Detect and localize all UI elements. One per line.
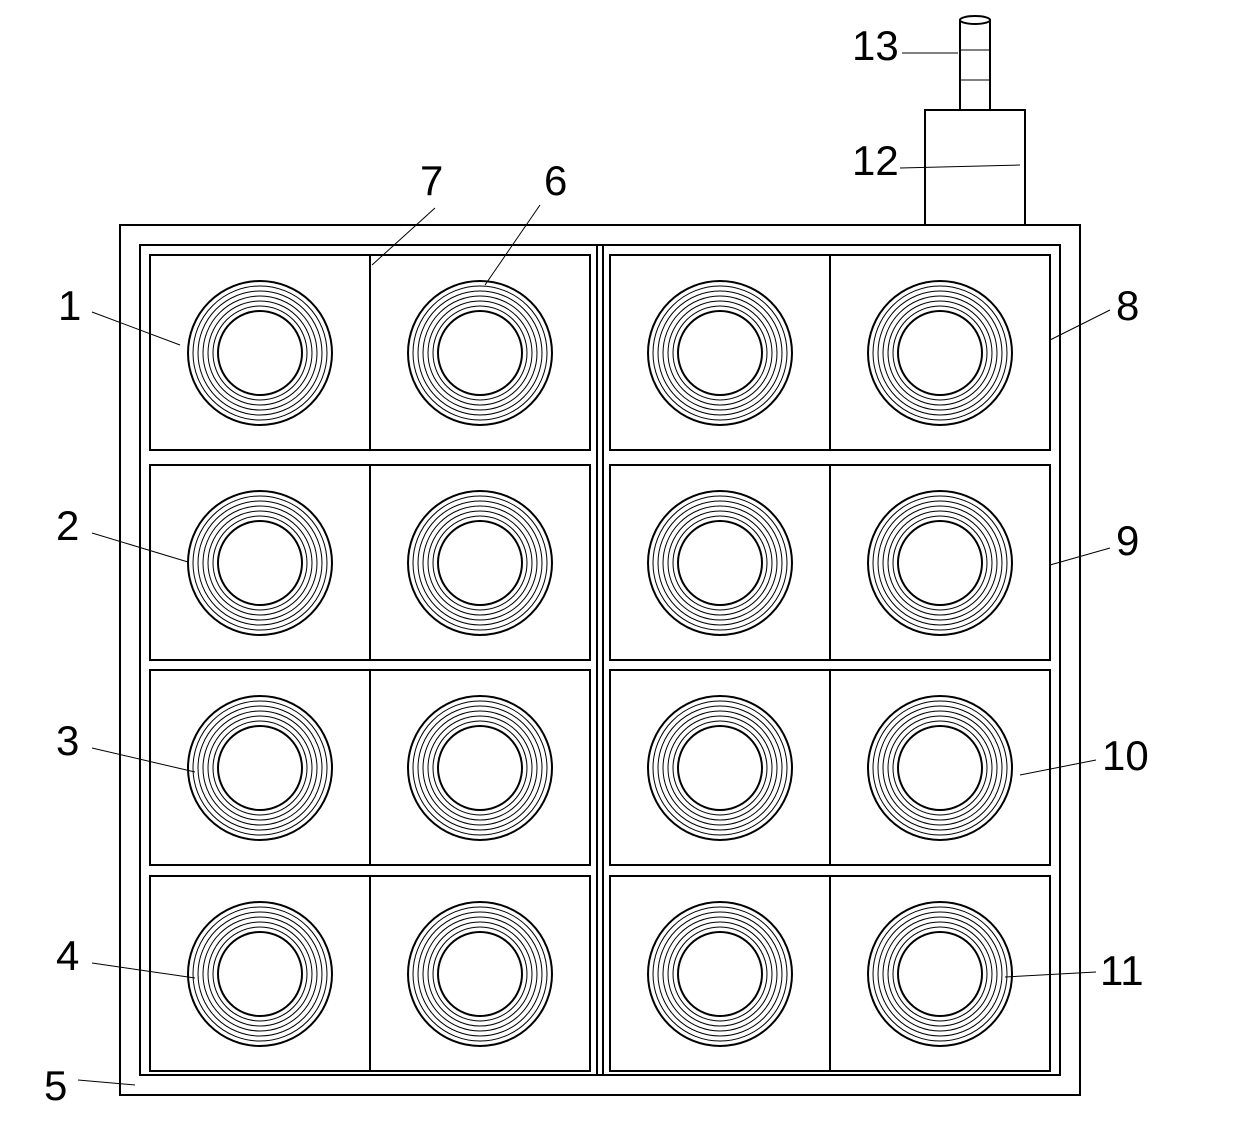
part-label: 9 <box>1116 517 1139 564</box>
part-label: 6 <box>544 157 567 204</box>
part-label: 4 <box>56 932 79 979</box>
part-label: 10 <box>1102 732 1149 779</box>
chimney-pipe <box>960 20 990 110</box>
part-label: 8 <box>1116 282 1139 329</box>
technical-diagram: 12345678910111213 <box>0 0 1240 1136</box>
part-label: 2 <box>56 502 79 549</box>
part-label: 12 <box>852 137 899 184</box>
part-label: 1 <box>58 282 81 329</box>
part-label: 7 <box>420 157 443 204</box>
part-label: 13 <box>852 22 899 69</box>
part-label: 5 <box>44 1062 67 1109</box>
part-label: 3 <box>56 717 79 764</box>
part-label: 11 <box>1100 947 1144 994</box>
